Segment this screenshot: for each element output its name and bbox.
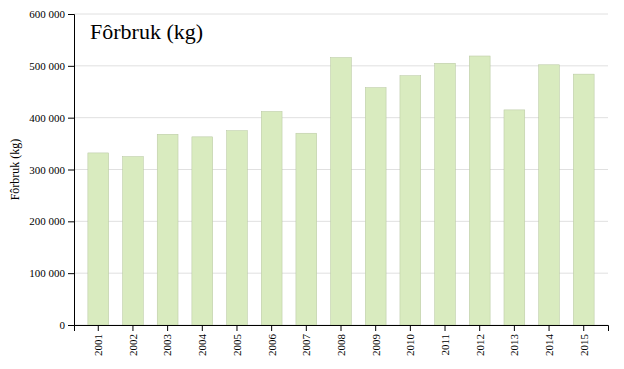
x-tick: 2014 xyxy=(543,325,555,356)
x-tick: 2010 xyxy=(404,325,416,356)
bar xyxy=(539,65,560,325)
bar xyxy=(296,133,317,325)
x-tick: 2003 xyxy=(161,325,173,356)
x-tick-mark xyxy=(514,325,515,331)
y-tick: 300 000 xyxy=(29,164,74,176)
x-tick-label: 2005 xyxy=(231,334,243,357)
y-tick-label: 300 000 xyxy=(29,164,65,176)
x-axis: 2001 2002 2003 2004 2005 2006 2007 2008 2009 2010… xyxy=(75,325,609,356)
x-tick-label: 2001 xyxy=(92,334,104,356)
bar xyxy=(469,56,490,325)
x-tick-mark xyxy=(549,325,550,331)
bar xyxy=(573,74,594,325)
x-axis-line xyxy=(75,326,609,332)
y-tick-mark xyxy=(68,14,74,15)
y-tick-mark xyxy=(68,66,74,67)
bar xyxy=(365,88,386,325)
bar xyxy=(123,157,144,325)
grid-line xyxy=(74,14,608,15)
x-tick-label: 2002 xyxy=(127,334,139,356)
x-tick: 2011 xyxy=(439,325,451,356)
y-tick: 600 000 xyxy=(29,8,74,20)
x-tick-mark xyxy=(445,325,446,331)
x-tick-label: 2011 xyxy=(439,334,451,356)
bar xyxy=(331,58,352,325)
x-tick-label: 2009 xyxy=(370,334,382,357)
title: Fôrbruk (kg) xyxy=(90,19,203,44)
x-tick-mark xyxy=(132,325,133,331)
bar xyxy=(227,131,248,325)
y-tick-label: 400 000 xyxy=(29,112,65,124)
x-tick-mark xyxy=(236,325,237,331)
bar xyxy=(400,76,421,325)
x-tick-mark xyxy=(202,325,203,331)
x-tick-label: 2008 xyxy=(335,334,347,357)
x-tick: 2006 xyxy=(265,325,277,356)
y-tick-mark xyxy=(68,221,74,222)
x-tick: 2015 xyxy=(578,325,590,356)
y-tick-label: 100 000 xyxy=(29,267,65,279)
x-tick: 2009 xyxy=(370,325,382,356)
x-tick: 2007 xyxy=(300,325,312,356)
chart: 0 100 000 200 000 300 000 400 000 500 000 600 … xyxy=(0,0,624,369)
x-tick-mark xyxy=(479,325,480,331)
x-tick-label: 2004 xyxy=(196,334,208,357)
x-tick: 2008 xyxy=(335,325,347,356)
y-tick-label: 600 000 xyxy=(29,8,65,20)
y-tick-mark xyxy=(68,118,74,119)
x-tick-mark xyxy=(167,325,168,331)
x-tick: 2002 xyxy=(127,325,139,356)
y-tick: 200 000 xyxy=(29,215,74,227)
x-tick: 2012 xyxy=(474,325,486,356)
x-tick-label: 2013 xyxy=(508,334,520,357)
x-tick: 2001 xyxy=(92,325,104,356)
x-tick-label: 2007 xyxy=(300,334,312,357)
y-tick: 500 000 xyxy=(29,60,74,72)
y-tick-label: 200 000 xyxy=(29,215,65,227)
grid xyxy=(74,14,608,325)
y-tick-label: 0 xyxy=(60,319,66,331)
x-tick-mark xyxy=(583,325,584,331)
x-tick-mark xyxy=(98,325,99,331)
x-tick-mark xyxy=(375,325,376,331)
bar xyxy=(157,134,178,325)
bars xyxy=(88,56,594,325)
plot: 0 100 000 200 000 300 000 400 000 500 000 600 … xyxy=(29,8,608,356)
x-tick-label: 2014 xyxy=(543,334,555,357)
bar xyxy=(435,63,456,325)
x-tick-label: 2012 xyxy=(474,334,486,356)
x-tick: 2005 xyxy=(231,325,243,356)
x-tick-label: 2003 xyxy=(161,334,173,357)
bar xyxy=(504,110,525,325)
y-axis: 0 100 000 200 000 300 000 400 000 500 000 600 … xyxy=(29,8,74,331)
x-tick-mark xyxy=(410,325,411,331)
x-tick-mark xyxy=(306,325,307,331)
y-tick: 100 000 xyxy=(29,267,74,279)
x-tick: 2013 xyxy=(508,325,520,356)
y-tick-label: 500 000 xyxy=(29,60,65,72)
x-tick-label: 2006 xyxy=(265,334,277,357)
y-tick-mark xyxy=(68,325,74,326)
bar xyxy=(88,153,109,325)
y-axis-line xyxy=(68,15,75,326)
x-tick-mark xyxy=(341,325,342,331)
y-tick: 400 000 xyxy=(29,112,74,124)
x-tick-label: 2015 xyxy=(578,334,590,357)
y-label: Fôrbruk (kg) xyxy=(8,139,22,201)
x-tick-label: 2010 xyxy=(404,334,416,357)
x-tick: 2004 xyxy=(196,325,208,356)
x-tick-mark xyxy=(271,325,272,331)
y-tick: 0 xyxy=(60,319,75,331)
y-tick-mark xyxy=(68,170,74,171)
bar xyxy=(261,111,282,325)
y-tick-mark xyxy=(68,273,74,274)
bar xyxy=(192,137,213,325)
